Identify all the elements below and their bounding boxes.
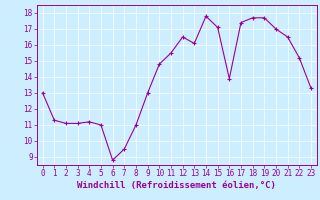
X-axis label: Windchill (Refroidissement éolien,°C): Windchill (Refroidissement éolien,°C): [77, 181, 276, 190]
